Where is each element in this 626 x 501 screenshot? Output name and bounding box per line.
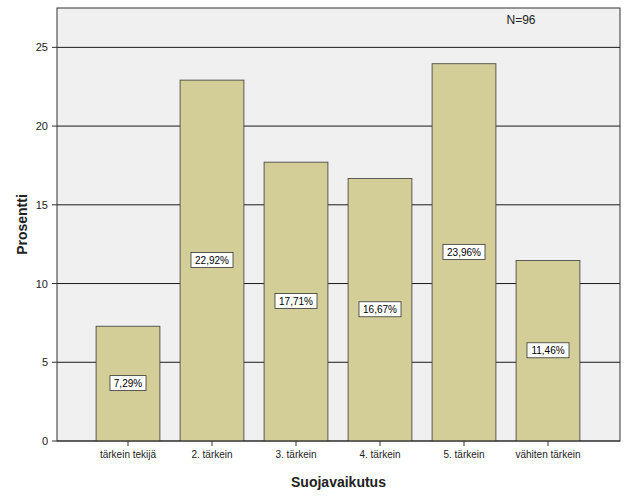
- data-label: 23,96%: [447, 247, 481, 258]
- tick-label: 5: [42, 356, 48, 368]
- tick-mark: [52, 362, 57, 363]
- data-label: 7,29%: [114, 378, 142, 389]
- data-label: 22,92%: [195, 255, 229, 266]
- bar: [264, 162, 328, 441]
- category-label: 5. tärkein: [443, 449, 484, 460]
- data-label-box: [527, 343, 569, 358]
- chart-svg: 0 5 10 15 20 25 7,29% 22,92% 17,71% 16,67% 23,96% 1…: [0, 0, 626, 501]
- bar: [348, 179, 412, 441]
- data-label-box: [110, 376, 146, 391]
- plot-area: [57, 8, 620, 441]
- tick-mark: [52, 283, 57, 284]
- data-labels: 7,29% 22,92% 17,71% 16,67% 23,96% 11,46%: [110, 244, 569, 390]
- data-label-box: [359, 302, 401, 317]
- bar: [432, 64, 496, 441]
- data-label-box: [275, 294, 317, 309]
- grid-line: [57, 204, 620, 205]
- x-tick-mark: [128, 441, 129, 446]
- x-tick-mark: [464, 441, 465, 446]
- category-label: tärkein tekijä: [100, 449, 157, 460]
- tick-mark: [52, 47, 57, 48]
- x-tick-mark: [296, 441, 297, 446]
- category-label: vähiten tärkein: [515, 449, 580, 460]
- x-tick-mark: [548, 441, 549, 446]
- annotation: N=96: [506, 13, 535, 27]
- category-label: 4. tärkein: [359, 449, 400, 460]
- data-label: 17,71%: [279, 296, 313, 307]
- data-label: 11,46%: [531, 345, 564, 356]
- tick-label: 10: [36, 278, 48, 290]
- x-tick-mark: [212, 441, 213, 446]
- tick-mark: [52, 441, 57, 442]
- category-label: 2. tärkein: [191, 449, 232, 460]
- chart-container: 0 5 10 15 20 25 7,29% 22,92% 17,71% 16,67% 23,96% 1…: [0, 0, 626, 501]
- tick-label: 0: [42, 435, 48, 447]
- data-label: 16,67%: [363, 304, 397, 315]
- bars: [96, 64, 580, 441]
- grid-line: [57, 47, 620, 48]
- data-label-box: [443, 244, 485, 259]
- tick-mark: [52, 204, 57, 205]
- plot-frame: [57, 8, 620, 441]
- data-label-box: [191, 253, 233, 268]
- tick-label: 25: [36, 41, 48, 53]
- bar: [96, 326, 160, 441]
- tick-label: 15: [36, 199, 48, 211]
- grid-line: [57, 126, 620, 127]
- background: [0, 0, 626, 501]
- tick-label: 20: [36, 120, 48, 132]
- x-tick-mark: [380, 441, 381, 446]
- bar: [180, 80, 244, 441]
- y-axis-label: Prosentti: [14, 194, 30, 255]
- bar: [516, 261, 580, 441]
- category-label: 3. tärkein: [275, 449, 316, 460]
- x-axis-label: Suojavaikutus: [291, 474, 386, 490]
- tick-mark: [52, 126, 57, 127]
